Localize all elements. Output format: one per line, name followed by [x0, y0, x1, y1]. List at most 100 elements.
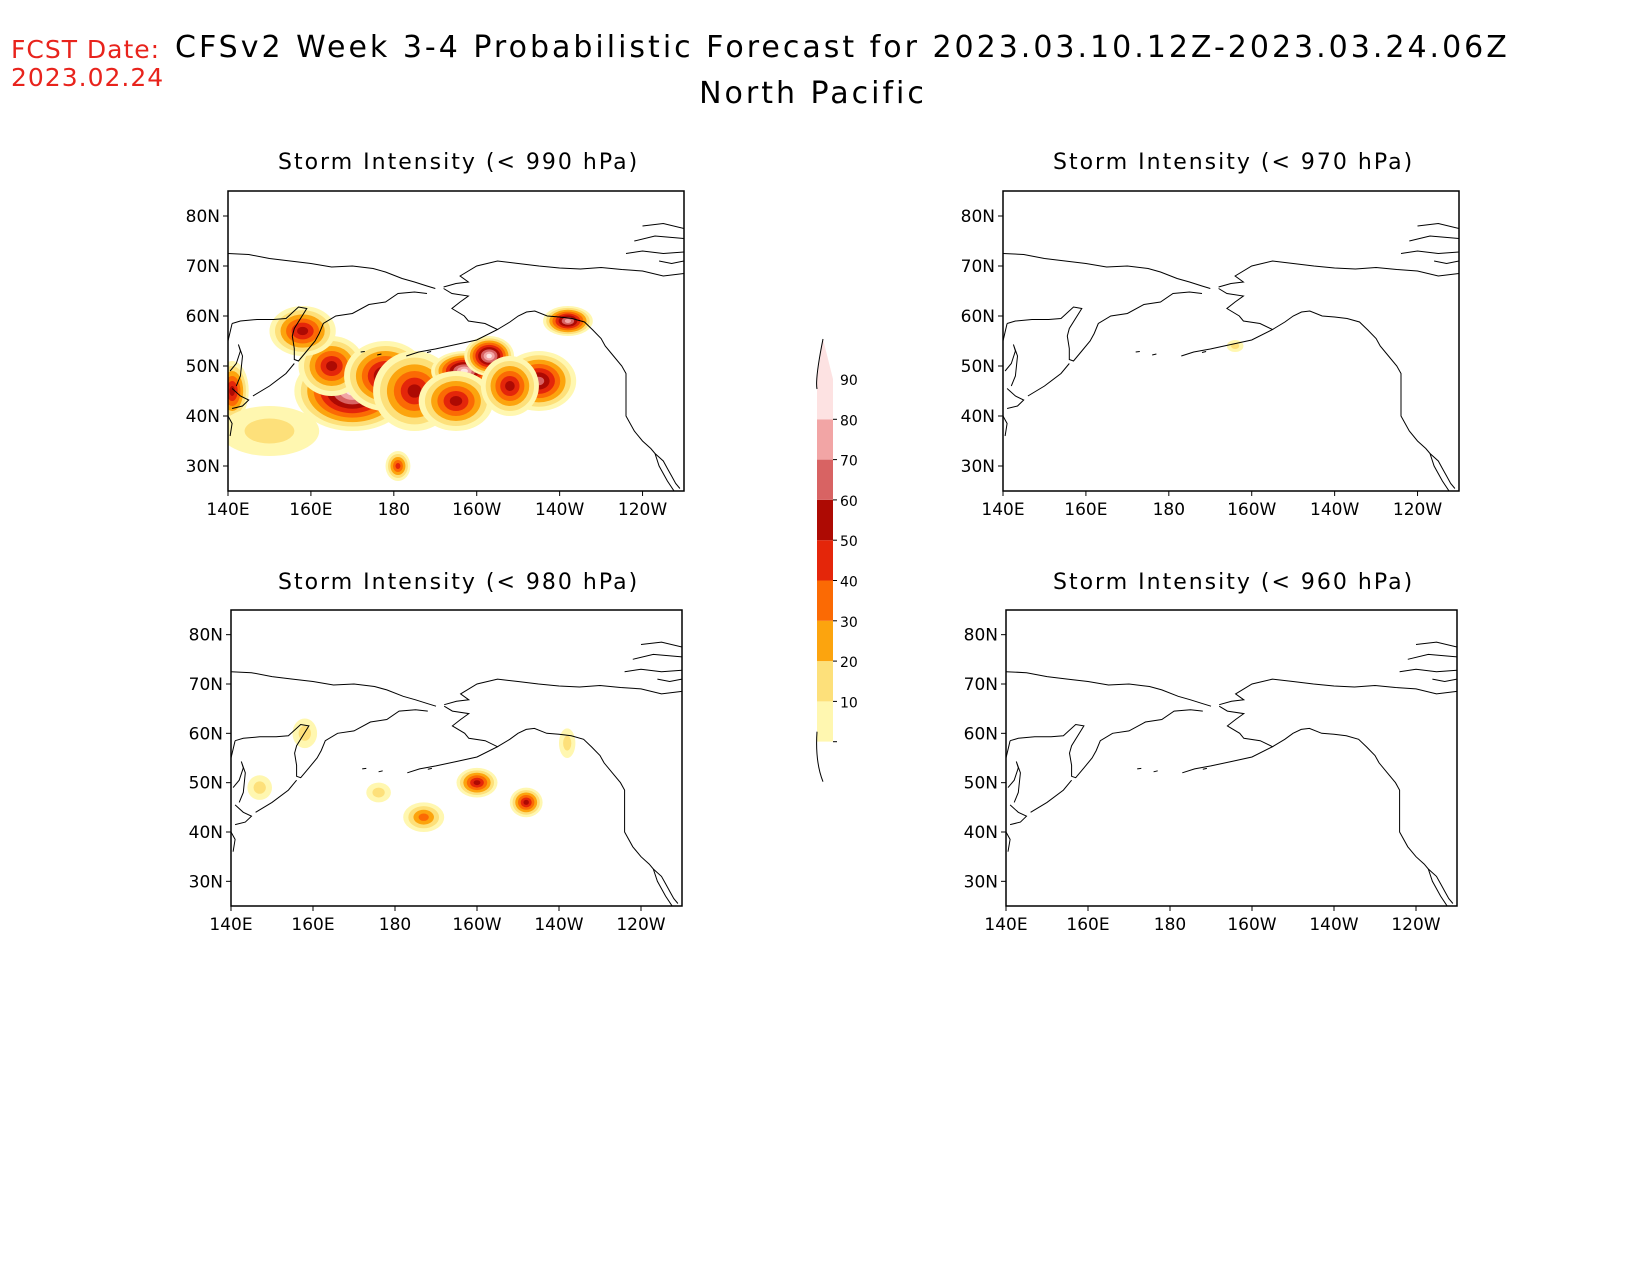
- coastline: [362, 767, 367, 770]
- y-tick-label: 50N: [186, 357, 220, 377]
- probability-contour: [523, 799, 529, 805]
- colorbar-label: 90: [840, 373, 858, 389]
- coastline: [1006, 671, 1212, 707]
- coastline: [427, 767, 433, 770]
- x-tick-label: 180: [379, 915, 411, 935]
- coastline: [1182, 705, 1274, 774]
- y-tick-label: 70N: [961, 257, 995, 277]
- y-tick-label: 60N: [961, 307, 995, 327]
- coastline: [632, 653, 682, 660]
- map-panel-970: 140E 160E 180 160W 140W 120W 80N 70N 60N 50N 40N 30…: [961, 190, 1460, 520]
- coastline: [1137, 767, 1142, 770]
- x-tick-label: 140W: [535, 500, 584, 520]
- colorbar-swatch: [817, 580, 833, 621]
- coastline: [1429, 453, 1450, 491]
- colorbar-label: 40: [840, 575, 858, 591]
- y-tick-label: 70N: [189, 675, 223, 695]
- y-tick-label: 80N: [964, 626, 998, 646]
- coastline: [255, 779, 297, 813]
- y-tick-label: 50N: [964, 774, 998, 794]
- x-tick-label: 140W: [1310, 500, 1359, 520]
- y-tick-label: 40N: [186, 407, 220, 427]
- coastline: [1152, 353, 1157, 356]
- probability-contour: [486, 353, 492, 359]
- y-tick-label: 60N: [964, 724, 998, 744]
- x-tick-label: 140E: [209, 915, 252, 935]
- region-title: North Pacific: [0, 76, 1650, 111]
- x-tick-label: 120W: [618, 500, 667, 520]
- probability-contour: [505, 381, 515, 391]
- coastline: [252, 363, 295, 397]
- coastline: [1181, 288, 1274, 357]
- coastline: [1006, 388, 1025, 409]
- coastline: [443, 260, 684, 288]
- coastline: [1417, 222, 1459, 229]
- x-tick-label: 180: [378, 500, 410, 520]
- colorbar-label: 30: [840, 615, 858, 631]
- coastline: [1030, 779, 1072, 813]
- map-frame: [230, 609, 683, 907]
- probability-contour: [395, 463, 401, 469]
- x-tick-label: 160E: [291, 915, 334, 935]
- colorbar-swatch: [817, 499, 833, 541]
- x-tick-label: 140W: [534, 915, 583, 935]
- y-tick-label: 50N: [961, 357, 995, 377]
- y-tick-label: 70N: [186, 257, 220, 277]
- coastline: [1153, 770, 1158, 773]
- coastline: [1399, 668, 1457, 673]
- x-tick-label: 160E: [1066, 915, 1109, 935]
- coastline: [1432, 678, 1457, 683]
- y-tick-label: 40N: [961, 407, 995, 427]
- map-frame: [1002, 190, 1460, 492]
- y-tick-label: 30N: [961, 457, 995, 477]
- x-tick-label: 140E: [206, 500, 249, 520]
- y-tick-label: 80N: [961, 207, 995, 227]
- coastline: [1415, 641, 1457, 648]
- y-tick-label: 30N: [964, 872, 998, 892]
- y-tick-label: 40N: [964, 823, 998, 843]
- forecast-date-label: FCST Date:: [11, 35, 161, 64]
- map-frame: [1005, 609, 1458, 907]
- colorbar-top-extension: [817, 339, 833, 379]
- panel-title-980: Storm Intensity (< 980 hPa): [278, 570, 640, 595]
- coastline: [642, 222, 684, 229]
- y-tick-label: 30N: [186, 457, 220, 477]
- colorbar-label: 50: [840, 534, 858, 550]
- colorbar-swatch: [817, 459, 833, 500]
- coastline: [360, 351, 365, 353]
- panel-title-990: Storm Intensity (< 990 hPa): [278, 150, 640, 175]
- coastline: [229, 344, 244, 387]
- coastline: [1027, 363, 1070, 397]
- coastline: [634, 235, 684, 242]
- probability-contour: [229, 386, 235, 396]
- colorbar: 10 20 30 40 50 60 70 80 90: [816, 338, 858, 782]
- coastline: [657, 678, 682, 683]
- colorbar-label: 20: [840, 655, 858, 671]
- y-tick-label: 60N: [186, 307, 220, 327]
- coastline: [231, 831, 236, 852]
- coastline: [1202, 767, 1208, 770]
- coastline: [1135, 351, 1140, 353]
- coastline: [1400, 250, 1459, 255]
- y-tick-label: 80N: [186, 207, 220, 227]
- coastline: [1219, 678, 1457, 706]
- panel-title-960: Storm Intensity (< 960 hPa): [1053, 570, 1415, 595]
- coastline: [1003, 415, 1008, 437]
- colorbar-bottom-extension: [817, 741, 833, 782]
- x-tick-label: 120W: [1391, 915, 1440, 935]
- probability-contour: [244, 418, 295, 444]
- x-tick-label: 120W: [616, 915, 665, 935]
- coastline: [654, 453, 675, 491]
- coastline: [652, 868, 673, 906]
- probability-contour: [564, 319, 572, 323]
- coastline: [1272, 310, 1456, 489]
- coastline: [1003, 253, 1211, 289]
- x-tick-label: 120W: [1393, 500, 1442, 520]
- probability-contour: [326, 361, 338, 371]
- coastline: [1006, 291, 1203, 362]
- coastline: [1409, 235, 1459, 242]
- coastline: [406, 288, 499, 357]
- map-panel-980: 140E 160E 180 160W 140W 120W 80N 70N 60N 50N 40N 30…: [189, 609, 683, 935]
- region-label: North Pacific: [699, 76, 927, 111]
